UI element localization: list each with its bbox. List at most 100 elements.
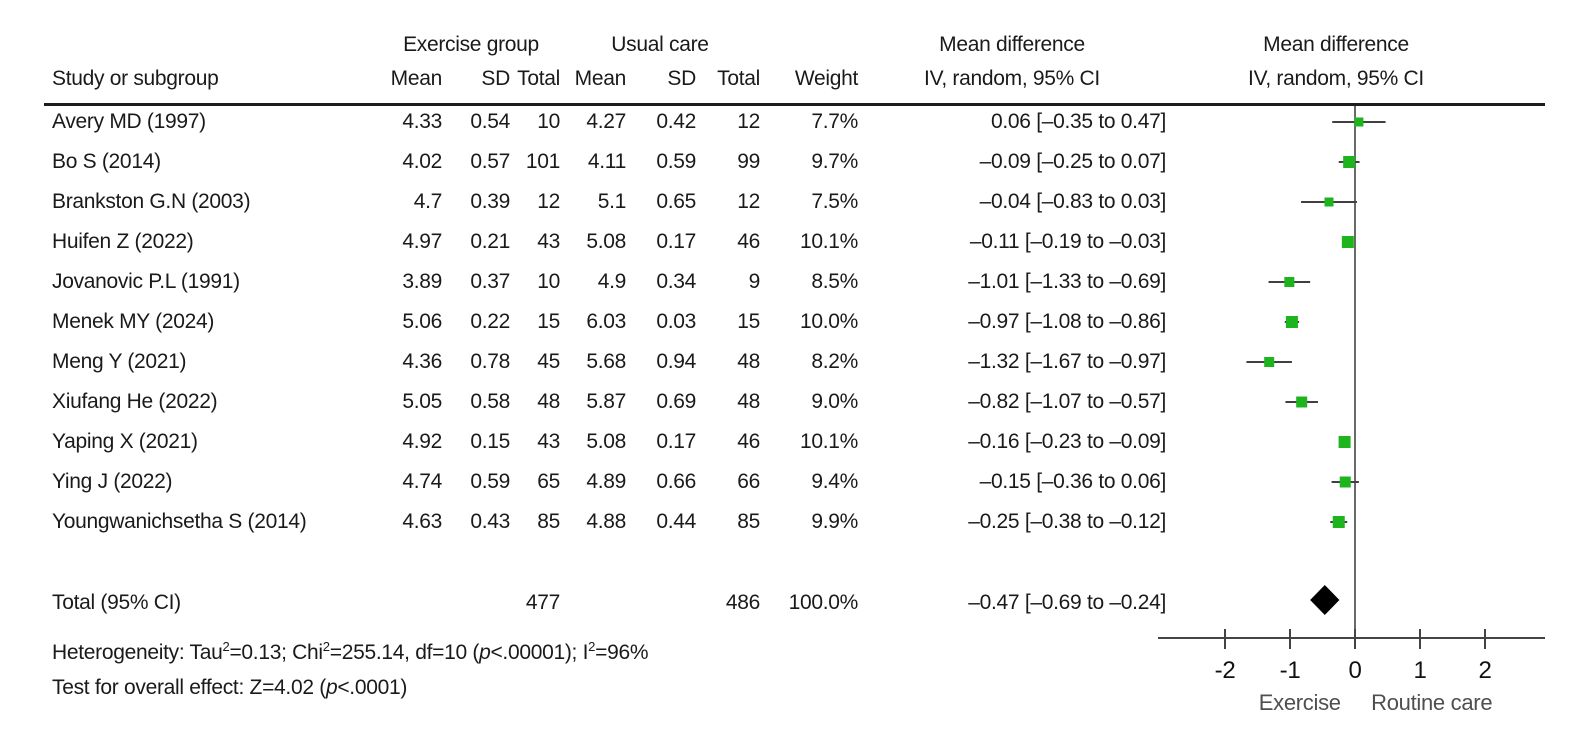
cell-ci_text: –1.32 [–1.67 to –0.97]	[968, 350, 1166, 373]
total-diamond	[1310, 585, 1340, 615]
heterogeneity-note: Heterogeneity: Tau2=0.13; Chi2=255.14, d…	[52, 639, 649, 664]
point-estimate-marker	[1339, 476, 1351, 488]
cell-weight: 9.9%	[811, 510, 858, 533]
study-name: Jovanovic P.L (1991)	[52, 270, 240, 293]
table-row: Meng Y (2021) 4.36 0.78 45 5.68 0.94 48 8.2% –1.…	[52, 342, 1512, 382]
cell-total2: 46	[737, 430, 760, 453]
cell-weight: 10.1%	[799, 430, 858, 453]
cell-ci_text: –0.09 [–0.25 to 0.07]	[979, 150, 1167, 173]
mean-difference-header-line1: Mean difference	[939, 33, 1085, 56]
point-estimate-marker	[1284, 277, 1295, 287]
cell-sd2: 0.59	[656, 150, 696, 173]
cell-total2: 48	[737, 390, 760, 413]
cell-sd1: 0.21	[470, 230, 510, 253]
cell-sd1: 0.22	[470, 310, 510, 333]
usual-sd-column-header: SD	[667, 67, 696, 90]
cell-mean2: 5.08	[586, 430, 626, 453]
study-column-header: Study or subgroup	[52, 67, 219, 90]
mean-difference-header-line2: IV, random, 95% CI	[924, 67, 1100, 90]
table-row: Avery MD (1997) 4.33 0.54 10 4.27 0.42 12 7.7% 0…	[52, 102, 1512, 142]
cell-sd2: 0.34	[656, 270, 696, 293]
cell-sd2: 0.44	[656, 510, 696, 533]
cell-mean1: 4.63	[402, 510, 442, 533]
point-estimate-marker	[1264, 357, 1275, 367]
cell-weight: 9.7%	[811, 150, 858, 173]
study-name: Meng Y (2021)	[52, 350, 187, 373]
study-name: Bo S (2014)	[52, 150, 161, 173]
total-weight: 100.0%	[788, 591, 859, 614]
cell-total1: 85	[537, 510, 560, 533]
cell-total1: 48	[537, 390, 560, 413]
cell-sd1: 0.37	[470, 270, 510, 293]
usual-care-group-header: Usual care	[611, 33, 709, 56]
cell-sd1: 0.39	[470, 190, 510, 213]
cell-sd1: 0.54	[470, 110, 510, 133]
cell-mean1: 4.02	[402, 150, 442, 173]
cell-sd2: 0.42	[656, 110, 696, 133]
cell-total1: 12	[537, 190, 560, 213]
cell-ci_text: –0.97 [–1.08 to –0.86]	[968, 310, 1166, 333]
cell-weight: 7.7%	[811, 110, 858, 133]
point-estimate-marker	[1332, 516, 1345, 528]
plot-header-line2: IV, random, 95% CI	[1248, 67, 1424, 90]
cell-total1: 101	[525, 150, 560, 173]
total-label: Total (95% CI)	[52, 591, 181, 614]
cell-mean2: 5.68	[586, 350, 626, 373]
exercise-mean-column-header: Mean	[390, 67, 443, 90]
cell-weight: 9.4%	[811, 470, 858, 493]
point-estimate-marker	[1354, 117, 1364, 127]
cell-sd1: 0.59	[470, 470, 510, 493]
cell-total2: 46	[737, 230, 760, 253]
cell-ci_text: –1.01 [–1.33 to –0.69]	[968, 270, 1166, 293]
cell-mean2: 4.89	[586, 470, 626, 493]
cell-mean1: 4.92	[402, 430, 442, 453]
study-name: Huifen Z (2022)	[52, 230, 194, 253]
cell-sd1: 0.57	[470, 150, 510, 173]
usual-total-column-header: Total	[717, 67, 760, 90]
cell-weight: 8.2%	[811, 350, 858, 373]
header-divider-line	[44, 103, 1545, 106]
cell-weight: 8.5%	[811, 270, 858, 293]
cell-weight: 9.0%	[811, 390, 858, 413]
study-name: Youngwanichsetha S (2014)	[52, 510, 307, 533]
cell-mean1: 4.33	[402, 110, 442, 133]
cell-total1: 10	[537, 270, 560, 293]
point-estimate-marker	[1338, 436, 1351, 448]
cell-weight: 10.1%	[799, 230, 858, 253]
cell-mean2: 4.9	[597, 270, 627, 293]
cell-sd1: 0.15	[470, 430, 510, 453]
cell-weight: 7.5%	[811, 190, 858, 213]
total-row: Total (95% CI) 477 486 100.0% –0.47 [–0.…	[52, 583, 1512, 623]
cell-sd2: 0.65	[656, 190, 696, 213]
weight-column-header: Weight	[794, 67, 858, 90]
table-row: Ying J (2022) 4.74 0.59 65 4.89 0.66 66 9.4% –0.…	[52, 462, 1512, 502]
column-header-row: Study or subgroup Mean SD Total Mean SD …	[52, 60, 1506, 98]
x-axis-tick-label: -1	[1280, 657, 1301, 684]
table-row: Huifen Z (2022) 4.97 0.21 43 5.08 0.17 46 10.1%…	[52, 222, 1512, 262]
cell-weight: 10.0%	[799, 310, 858, 333]
cell-mean2: 4.88	[586, 510, 626, 533]
point-estimate-marker	[1285, 316, 1298, 328]
cell-sd2: 0.66	[656, 470, 696, 493]
forest-plot-graphic: -2 -1 0 1 2 Exercise Routine care	[1158, 106, 1545, 715]
cell-sd2: 0.17	[656, 230, 696, 253]
cell-total1: 10	[537, 110, 560, 133]
cell-mean1: 5.06	[402, 310, 442, 333]
cell-mean2: 5.87	[586, 390, 626, 413]
point-estimate-marker	[1296, 396, 1308, 408]
cell-sd1: 0.43	[470, 510, 510, 533]
cell-mean2: 5.1	[597, 190, 627, 213]
cell-mean1: 3.89	[402, 270, 442, 293]
cell-total2: 48	[737, 350, 760, 373]
group-header-row: Exercise group Usual care Mean differenc…	[52, 30, 1506, 60]
axis-label-routine-care: Routine care	[1371, 690, 1492, 715]
cell-ci_text: –0.11 [–0.19 to –0.03]	[969, 230, 1166, 253]
cell-total1: 43	[537, 430, 560, 453]
cell-mean1: 4.97	[402, 230, 442, 253]
study-name: Ying J (2022)	[52, 470, 173, 493]
table-row: Bo S (2014) 4.02 0.57 101 4.11 0.59 99 9.7% –0.0…	[52, 142, 1512, 182]
cell-mean1: 4.74	[402, 470, 442, 493]
study-name: Menek MY (2024)	[52, 310, 215, 333]
study-name: Brankston G.N (2003)	[52, 190, 251, 213]
